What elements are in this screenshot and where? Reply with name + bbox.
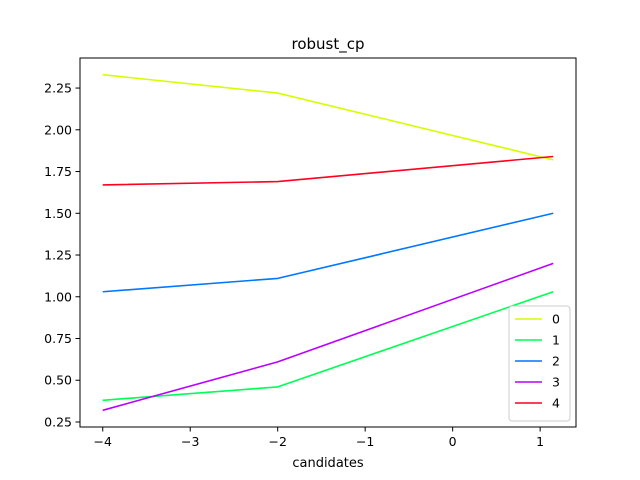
- y-tick-label: 0.25: [44, 414, 72, 429]
- plot-frame: [79, 57, 577, 428]
- legend-box: [508, 305, 571, 422]
- legend-label-0: 0: [552, 312, 560, 327]
- series-line-1: [102, 291, 554, 402]
- series-line-0: [102, 73, 554, 161]
- y-tick-label: 0.75: [44, 331, 72, 346]
- series-line-3: [102, 262, 554, 412]
- y-tick-label: 2.00: [44, 122, 72, 137]
- y-tick-label: 2.25: [44, 81, 72, 96]
- x-tick-label: −1: [356, 434, 374, 449]
- x-tick-label: −3: [181, 434, 199, 449]
- x-tick-label: 0: [449, 434, 457, 449]
- y-tick-label: 0.50: [44, 373, 72, 388]
- legend-label-1: 1: [552, 333, 560, 348]
- series-line-4: [102, 155, 554, 186]
- chart-title: robust_cp: [291, 35, 364, 54]
- x-tick-label: −2: [268, 434, 286, 449]
- legend: 0 1 2 3 4: [508, 305, 571, 422]
- y-tick-label: 1.50: [44, 206, 72, 221]
- legend-label-2: 2: [552, 354, 560, 369]
- y-tick-label: 1.00: [44, 289, 72, 304]
- axes-layer: −4 −3 −2 −1 0 1 0.25 0.50 0.75 1.00 1.25 1.50 1.75 2.…: [44, 57, 577, 449]
- legend-label-4: 4: [552, 396, 560, 411]
- series-layer: [102, 73, 554, 412]
- series-line-2: [102, 212, 554, 293]
- x-tick-label: 1: [536, 434, 544, 449]
- x-axis-label: candidates: [292, 456, 364, 471]
- y-tick-label: 1.75: [44, 164, 72, 179]
- x-tick-label: −4: [94, 434, 112, 449]
- y-tick-label: 1.25: [44, 248, 72, 263]
- legend-label-3: 3: [552, 375, 560, 390]
